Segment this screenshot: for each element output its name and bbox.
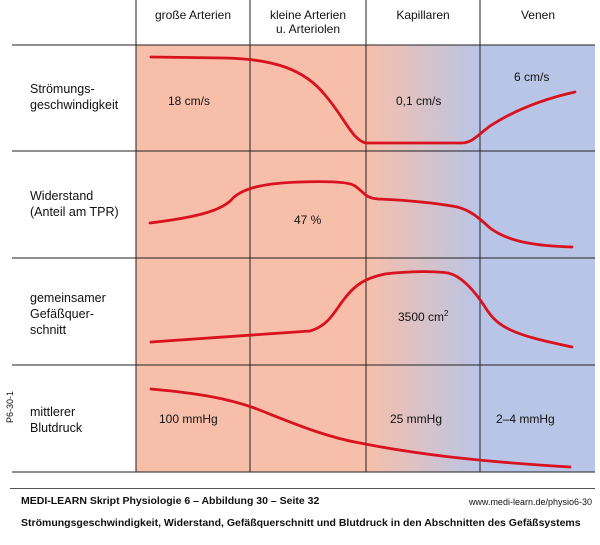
row-label-pressure-line2: Blutdruck (30, 421, 83, 435)
pressure-curve (149, 387, 572, 469)
grid-lines (12, 0, 595, 473)
col-header-capillaries: Kapillaren (396, 8, 450, 22)
col-header-arterioles-line1: kleine Arterien (269, 8, 347, 22)
value-flow-speed-capillaries: 0,1 cm/s (396, 94, 442, 108)
value-pressure-capillaries: 25 mmHg (390, 412, 443, 426)
resistance-curve (148, 180, 574, 249)
cross-section-curve (149, 270, 574, 349)
row-label-cross-section-line2: Gefäßquer- (30, 307, 94, 321)
value-pressure-arteries: 100 mmHg (159, 412, 218, 426)
row-label-cross-section-line3: schnitt (30, 323, 67, 337)
footer-divider (10, 488, 595, 489)
diagram-canvas (12, 0, 595, 473)
row-label-flow-speed: Strömungs- geschwindigkeit (30, 81, 118, 113)
footer-caption: Strömungsgeschwindigkeit, Widerstand, Ge… (21, 517, 581, 529)
row-label-resistance-line2: (Anteil am TPR) (30, 205, 119, 219)
value-resistance-arterioles: 47 % (294, 213, 322, 227)
row-label-flow-speed-line1: Strömungs- (30, 82, 95, 96)
footer-url[interactable]: www.medi-learn.de/physio6-30 (468, 497, 592, 507)
row-label-resistance-line1: Widerstand (30, 189, 94, 203)
row-label-flow-speed-line2: geschwindigkeit (30, 98, 119, 112)
value-flow-speed-veins: 6 cm/s (514, 70, 550, 84)
footer-title: MEDI-LEARN Skript Physiologie 6 – Abbild… (21, 495, 320, 507)
value-cross-section-unit-sup: 2 (444, 309, 449, 318)
vascular-diagram: große Arterien kleine Arterien u. Arteri… (12, 0, 595, 473)
row-label-cross-section-line1: gemeinsamer (30, 291, 106, 305)
col-header-veins: Venen (520, 8, 556, 22)
row-label-resistance: Widerstand (Anteil am TPR) (30, 188, 119, 220)
value-flow-speed-arteries: 18 cm/s (168, 94, 211, 108)
col-header-arterioles-line2: u. Arteriolen (275, 22, 341, 36)
row-label-pressure-line1: mittlerer (30, 405, 76, 419)
col-header-arteries: große Arterien (154, 8, 232, 22)
row-label-cross-section: gemeinsamer Gefäßquer- schnitt (30, 290, 106, 338)
value-cross-section-number: 3500 cm (398, 310, 445, 324)
side-figure-code: P6-30-1 (5, 390, 16, 424)
flow-speed-curve (149, 55, 577, 145)
row-label-pressure: mittlerer Blutdruck (30, 404, 82, 436)
value-pressure-veins: 2–4 mmHg (496, 412, 555, 426)
value-cross-section-capillaries: 3500 cm2 (398, 307, 448, 324)
col-header-arterioles: kleine Arterien u. Arteriolen (252, 8, 364, 36)
